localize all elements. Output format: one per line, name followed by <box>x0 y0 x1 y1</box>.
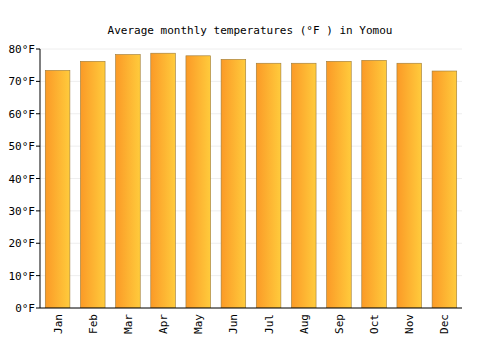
bar <box>397 63 422 308</box>
grid-line <box>40 49 462 50</box>
y-tick <box>36 210 40 211</box>
x-tick-label: Aug <box>298 314 311 334</box>
bar <box>256 63 281 308</box>
y-tick-label: 50°F <box>9 140 36 153</box>
x-tick-label: Oct <box>368 314 381 334</box>
y-axis <box>40 49 41 308</box>
y-tick <box>36 178 40 179</box>
bar <box>362 60 387 308</box>
bars <box>45 53 456 308</box>
y-tick <box>36 308 40 309</box>
y-tick-label: 80°F <box>9 43 36 56</box>
x-tick-label: Apr <box>157 314 170 334</box>
chart-title: Average monthly temperatures (°F ) in Yo… <box>108 24 393 37</box>
bar <box>45 70 70 308</box>
x-tick-label: Feb <box>87 314 100 334</box>
y-tick-label: 60°F <box>9 108 36 121</box>
y-tick-label: 0°F <box>15 302 35 315</box>
y-tick-label: 40°F <box>9 173 36 186</box>
x-tick-label: May <box>192 314 205 334</box>
y-tick <box>36 49 40 50</box>
chart-svg: Average monthly temperatures (°F ) in Yo… <box>0 0 500 350</box>
bar <box>186 56 211 308</box>
bar <box>80 61 105 308</box>
y-tick <box>36 113 40 114</box>
y-tick-label: 10°F <box>9 270 36 283</box>
y-tick <box>36 81 40 82</box>
y-tick <box>36 146 40 147</box>
x-tick-label: Jul <box>263 314 276 334</box>
bar <box>151 53 176 308</box>
x-axis <box>40 308 462 309</box>
bar <box>116 55 141 308</box>
bar <box>327 61 352 308</box>
bar <box>432 71 457 308</box>
x-tick-label: Jan <box>52 314 65 334</box>
x-tick-label: Sep <box>333 314 346 334</box>
chart-container: Average monthly temperatures (°F ) in Yo… <box>0 0 500 350</box>
y-tick <box>36 275 40 276</box>
y-tick-label: 70°F <box>9 75 36 88</box>
y-tick-label: 20°F <box>9 237 36 250</box>
bar <box>221 59 246 308</box>
y-tick <box>36 243 40 244</box>
y-tick-label: 30°F <box>9 205 36 218</box>
x-tick-label: Dec <box>438 314 451 334</box>
grid-line <box>40 308 462 309</box>
x-tick-label: Jun <box>227 314 240 334</box>
x-tick-label: Nov <box>403 314 416 334</box>
x-tick-label: Mar <box>122 314 135 334</box>
bar <box>291 63 316 308</box>
